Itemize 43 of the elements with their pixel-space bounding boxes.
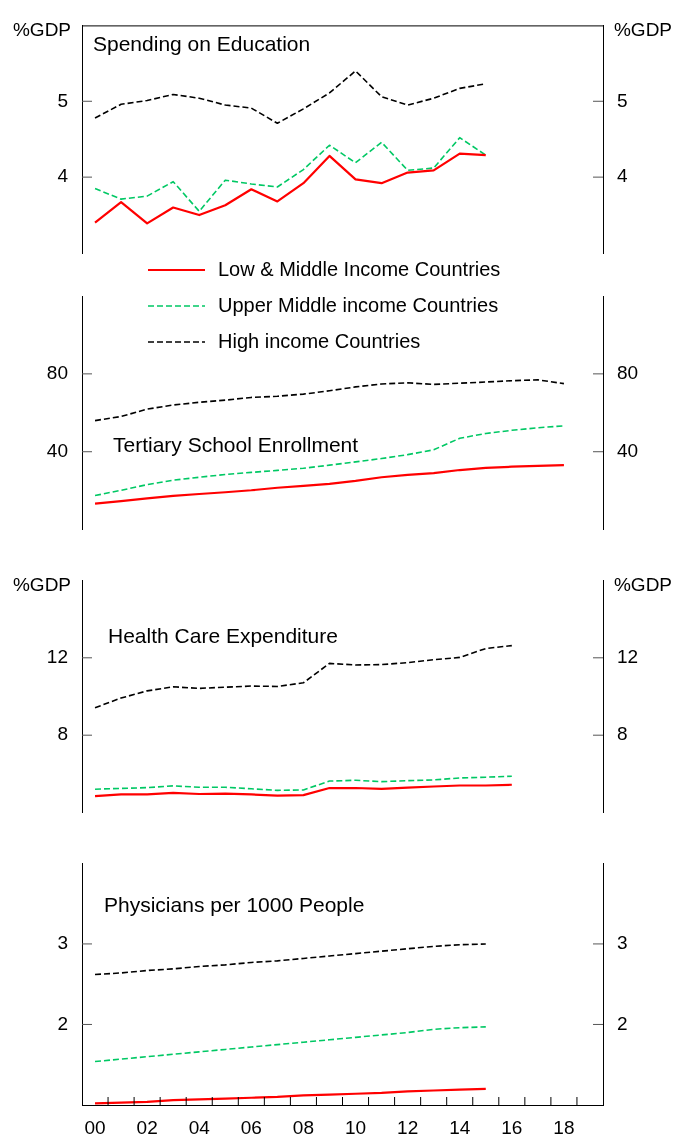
- y2-tick-label: 3: [617, 932, 628, 954]
- line-series: [94, 425, 565, 497]
- legend-label: Low & Middle Income Countries: [218, 257, 501, 280]
- y-tick-label: 4: [57, 165, 69, 187]
- y2-tick-label: 2: [617, 1012, 628, 1034]
- x-tick-label: 06: [240, 1116, 262, 1135]
- x-tick-label: 18: [553, 1116, 575, 1135]
- y-axis-title: %GDP: [12, 18, 72, 40]
- y2-tick-label: 5: [617, 89, 628, 111]
- line-series: [94, 943, 487, 976]
- x-tick-label: 12: [397, 1116, 419, 1135]
- x-tick-label: 14: [449, 1116, 471, 1135]
- y-tick-label: 80: [46, 362, 68, 384]
- x-tick-label: 08: [292, 1116, 314, 1135]
- y2-tick-label: 8: [617, 723, 628, 745]
- y2-axis-title: %GDP: [613, 573, 673, 595]
- x-tick-label: 16: [501, 1116, 523, 1135]
- y-tick-label: 8: [57, 723, 68, 745]
- y2-tick-label: 4: [617, 165, 628, 187]
- x-tick-label: 04: [188, 1116, 211, 1135]
- line-series: [94, 379, 565, 422]
- y2-tick-label: 12: [617, 646, 639, 668]
- text: Health Care Expenditure: [108, 624, 338, 648]
- y-tick-label: 40: [46, 439, 68, 461]
- y-tick-label: 3: [57, 932, 68, 954]
- line-series: [94, 775, 513, 792]
- chart-title: Spending on Education: [93, 32, 311, 56]
- y2-axis-title: %GDP: [613, 18, 673, 40]
- x-tick-label: 00: [84, 1116, 106, 1135]
- line-series: [94, 1026, 487, 1063]
- y2-tick-label: 80: [617, 362, 639, 384]
- legend-label: High income Countries: [218, 329, 421, 352]
- y-tick-label: 5: [57, 89, 68, 111]
- line-series: [94, 136, 487, 213]
- y-axis-title: %GDP: [12, 573, 72, 595]
- text: Tertiary School Enrollment: [113, 432, 359, 456]
- y2-tick-label: 40: [617, 439, 639, 461]
- x-tick-label: 02: [136, 1116, 158, 1135]
- x-tick-label: 10: [344, 1116, 367, 1135]
- y-tick-label: 12: [46, 646, 68, 668]
- text: Physicians per 1000 People: [104, 893, 365, 917]
- y-tick-label: 2: [57, 1012, 68, 1034]
- legend-label: Upper Middle income Countries: [218, 293, 499, 316]
